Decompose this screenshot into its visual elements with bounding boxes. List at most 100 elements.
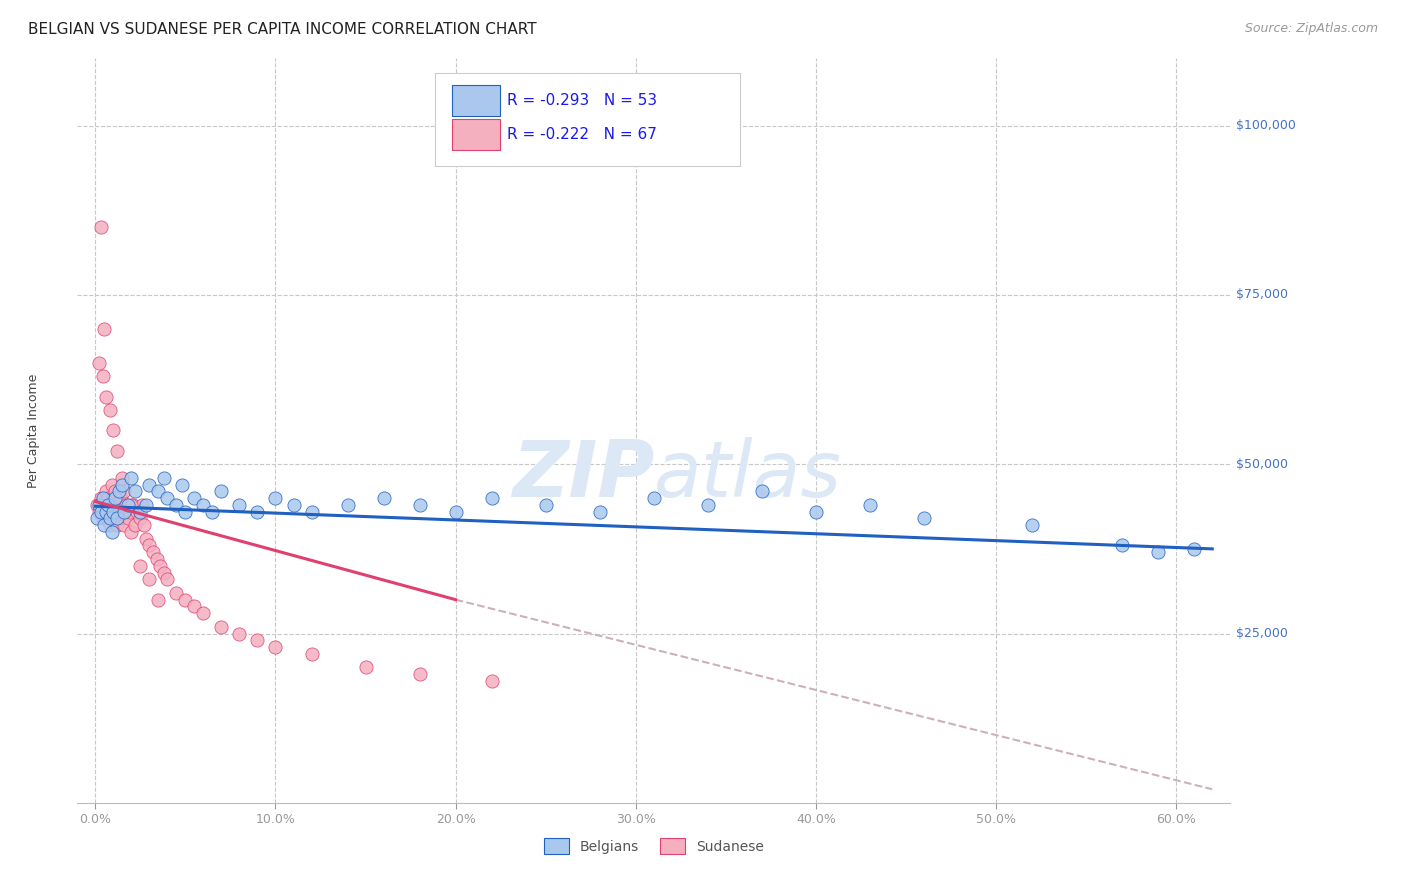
Point <box>105 443 128 458</box>
Point <box>183 599 205 614</box>
Point <box>228 626 250 640</box>
Point <box>87 356 110 370</box>
Point <box>105 505 128 519</box>
Point <box>120 498 142 512</box>
Point <box>103 491 125 505</box>
Point <box>122 498 145 512</box>
Point <box>152 566 174 580</box>
Point <box>117 498 139 512</box>
Point <box>165 586 187 600</box>
Point <box>183 491 205 505</box>
Point <box>105 518 128 533</box>
Point <box>98 511 121 525</box>
FancyBboxPatch shape <box>453 119 501 151</box>
Point <box>111 505 134 519</box>
Point <box>589 505 612 519</box>
Point <box>125 505 148 519</box>
Point <box>138 539 160 553</box>
Point <box>97 498 120 512</box>
Point <box>301 647 323 661</box>
Point <box>87 505 110 519</box>
Legend: Belgians, Sudanese: Belgians, Sudanese <box>538 833 769 859</box>
Point <box>211 484 233 499</box>
Point <box>149 558 172 573</box>
Point <box>111 471 134 485</box>
Point <box>138 477 160 491</box>
Point <box>118 505 141 519</box>
Point <box>408 667 430 681</box>
Point <box>751 484 773 499</box>
Point <box>96 390 118 404</box>
Point <box>129 511 152 525</box>
Point <box>103 511 125 525</box>
Point <box>129 558 152 573</box>
Point <box>104 498 127 512</box>
Text: $25,000: $25,000 <box>1236 627 1288 640</box>
Point <box>193 606 215 620</box>
Point <box>138 573 160 587</box>
Point <box>859 498 882 512</box>
Point <box>211 620 233 634</box>
Point <box>103 505 125 519</box>
Point <box>135 498 157 512</box>
Point <box>131 498 153 512</box>
Point <box>246 633 269 648</box>
Point <box>112 518 135 533</box>
Point <box>91 511 114 525</box>
Point <box>86 498 108 512</box>
Point <box>643 491 665 505</box>
Point <box>100 524 122 539</box>
Point <box>107 484 129 499</box>
Point <box>373 491 395 505</box>
Point <box>90 491 112 505</box>
Point <box>124 518 146 533</box>
Point <box>110 491 132 505</box>
Point <box>91 491 114 505</box>
Point <box>156 491 179 505</box>
Point <box>97 511 120 525</box>
Text: Source: ZipAtlas.com: Source: ZipAtlas.com <box>1244 22 1378 36</box>
Point <box>283 498 305 512</box>
Point <box>111 477 134 491</box>
Point <box>135 532 157 546</box>
Point <box>354 660 377 674</box>
Point <box>90 505 112 519</box>
Text: Per Capita Income: Per Capita Income <box>27 373 39 488</box>
Point <box>145 552 167 566</box>
Point <box>104 491 127 505</box>
Text: ZIP: ZIP <box>512 437 654 513</box>
Point <box>336 498 359 512</box>
Point <box>264 491 287 505</box>
Point <box>912 511 935 525</box>
Point <box>444 505 467 519</box>
Point <box>107 498 129 512</box>
Point <box>96 505 118 519</box>
Point <box>100 505 122 519</box>
Point <box>115 498 138 512</box>
Point <box>132 518 155 533</box>
Point <box>93 518 115 533</box>
Point <box>93 498 115 512</box>
Point <box>103 423 125 437</box>
Point <box>96 505 118 519</box>
Point <box>1182 541 1205 556</box>
Point <box>100 477 122 491</box>
Point <box>87 498 110 512</box>
FancyBboxPatch shape <box>453 85 501 116</box>
Point <box>1111 539 1133 553</box>
Point <box>534 498 557 512</box>
Point <box>174 505 197 519</box>
Point <box>120 524 142 539</box>
Point <box>148 592 170 607</box>
Point <box>156 573 179 587</box>
Text: R = -0.222   N = 67: R = -0.222 N = 67 <box>508 128 657 142</box>
Point <box>112 484 135 499</box>
Point <box>129 505 152 519</box>
Point <box>246 505 269 519</box>
Point <box>104 484 127 499</box>
Point <box>105 511 128 525</box>
Point <box>107 511 129 525</box>
Text: $75,000: $75,000 <box>1236 288 1288 301</box>
Point <box>170 477 193 491</box>
Point <box>193 498 215 512</box>
